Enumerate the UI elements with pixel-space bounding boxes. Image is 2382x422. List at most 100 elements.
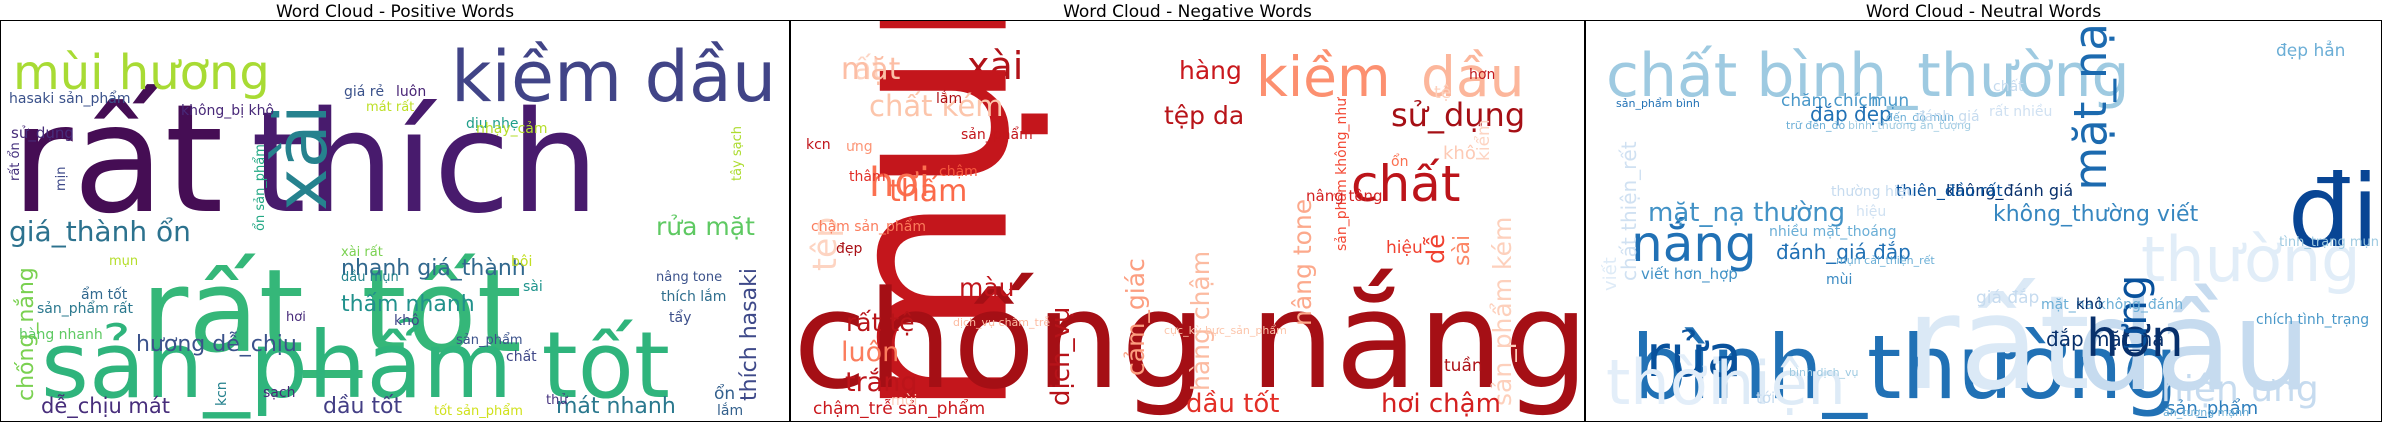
word-r-t: rất: [11, 73, 223, 247]
word-n-t-ng-m-nh: ấn_tượng mạnh: [2163, 406, 2249, 419]
word-d-ch-u-m-t: dễ_chịu mát: [41, 393, 170, 419]
word-n: ổn: [1391, 153, 1408, 170]
word-hi-u: hiệu: [1386, 238, 1423, 258]
word-s-d-ng: sử_dụng: [11, 124, 74, 143]
word-gi-r: giá rẻ: [344, 84, 384, 100]
word-d-ch-v-ch-m-tr: dịch_vụ chăm_trễ: [953, 316, 1050, 329]
word-n-ng: nắng: [1631, 215, 1757, 273]
neutral-chart-title: Word Cloud - Neutral Words: [1865, 2, 2102, 22]
word-tu-n: tuần: [1444, 355, 1483, 376]
word-s-n-ph-m-k-m: sản_phẩm kém: [1488, 217, 1517, 406]
word-c-m-gi-c: cảm_giác: [1121, 258, 1150, 376]
word-nhanh-gi-th-nh: nhanh giá_thành: [341, 256, 526, 281]
word-kh: khô: [2076, 295, 2103, 313]
word-lu-n: luôn: [396, 84, 426, 100]
word-s-n-ph-m-t-t: sản_phẩm tốt: [41, 312, 670, 419]
word-kcn: kcn: [806, 137, 831, 153]
word-ch-ng-n-ng: chống nắng: [793, 262, 1584, 419]
word-th-ng: thường: [2141, 223, 2360, 296]
word-r-t: rất: [841, 52, 884, 87]
word-ch-m: chậm: [939, 164, 978, 180]
word-n-ng-t-ng: nâng tông: [1306, 187, 1383, 205]
word-r-a: rửa: [1646, 322, 1742, 390]
word-b-nh-th-ng: bình_thường: [1631, 316, 2178, 419]
word-d-u-nh: dịu nhẹ: [466, 116, 518, 132]
word-h-i-ch-m: hơi chậm: [1381, 389, 1501, 419]
word-th-ch-hasaki: thích hasaki: [737, 268, 762, 401]
word-nh-gi-p: đánh_giá đắp: [1776, 240, 1911, 264]
word-m-i: mùi: [1826, 272, 1852, 288]
word-n: ổn: [714, 383, 735, 404]
word-c-c-k-b-c-s-n-ph-m: cực_kỳ bực_sản_phẩm: [1164, 324, 1287, 337]
word-kh-ng-th-ng-vi-t: không_thường viết: [1993, 202, 2199, 227]
word-m-n: mụn: [109, 254, 138, 269]
word-th-m: thâm: [849, 169, 886, 185]
word-t-p-da: tệp da: [1164, 101, 1244, 130]
word-r-t: rất: [1906, 267, 2090, 419]
neutral-cloud-frame: bình_thường đi chất bình_thường rất dầu rửa hơ…: [1585, 20, 2382, 422]
word-s-i: sài: [523, 279, 543, 295]
word-ch-ng-n-ng: chống_nắng: [14, 267, 39, 401]
word-ng: ưng: [2110, 275, 2156, 351]
word-hi-u: hiệu: [1856, 204, 1886, 220]
word-th-ch-l-m: thích lắm: [661, 288, 726, 305]
word-t-y-s-ch: tây sạch: [730, 126, 745, 181]
word-n-s-n-ph-m: ổn sản_phẩm: [253, 144, 268, 231]
negative-chart-title: Word Cloud - Negative Words: [1063, 2, 1312, 22]
word-s-ch: sạch: [263, 385, 295, 401]
word-i: đi: [2288, 153, 2379, 270]
word-p-m-t-na: đắp mặt_na: [2046, 327, 2165, 351]
word-p: đẹp: [836, 241, 863, 257]
word-p-h-n: đẹp hẳn: [2276, 40, 2345, 61]
word-l-m: lắm: [936, 90, 962, 107]
word-d-ch-v: dịch_vụ: [1046, 307, 1076, 406]
word-x-i-r-t: xài rất: [341, 245, 383, 260]
word-h-ng-d-ch-u: hương dễ_chịu: [136, 331, 297, 357]
word-d-u: dầu: [2076, 274, 2311, 419]
word-l-m: lắm: [717, 402, 743, 419]
word-gi-p: giá đắp: [1976, 287, 2039, 308]
word-ch-m-s-n-ph-m: chậm sản_phẩm: [811, 218, 926, 235]
word-hi-n-ng: hiện ưng: [2161, 369, 2319, 410]
word-b-nh-th-ng-n-t-ng: bình_thường ấn_tượng: [1848, 119, 1971, 132]
word-m-u: màu: [959, 273, 1015, 302]
word-thi-n-u-r-t: thiên_đầu rất: [1896, 181, 2003, 201]
word-d-u-m-n: dầu mụn: [341, 270, 399, 285]
word-m-t-t: ẩm tốt: [81, 286, 128, 303]
word-ng: ưng: [846, 139, 873, 155]
word-h-ng: hàng: [1179, 56, 1242, 85]
word-ch-t: chất: [1993, 79, 2024, 95]
positive-cloud-frame: rất thích rất_tốt sản_phẩm tốt kiềm dầu xài mù…: [0, 20, 790, 422]
word-t: tệ: [1434, 83, 1451, 103]
word-vi-t: viết: [1600, 257, 1621, 291]
word-h-n: hơn: [1469, 67, 1495, 83]
word-s-i: sài: [1450, 235, 1475, 266]
word-m-n: mụn: [1871, 91, 1909, 111]
word-ki-m-d-u: kiềm dầu: [451, 36, 776, 118]
word-s-n-ph-m: sản_phẩm: [2166, 398, 2258, 419]
word-th: thử: [546, 393, 568, 408]
word-s-n-ph-m-r-t: sản_phẩm rất: [37, 300, 134, 317]
word-ch-t: chất: [506, 349, 537, 365]
word-h-n: hơn: [2086, 309, 2184, 369]
word-ch-m-tr-s-n-ph-m: chậm_trễ sản_phẩm: [813, 398, 985, 419]
word-r-a-m-t: rửa mặt: [656, 212, 755, 241]
word-m-t-na-kh-ng-nh: mặt_na không_đánh: [2041, 297, 2183, 313]
word-m-n-c-i-thi-n-r-t: mụn cải_thiện_rết: [1836, 254, 1935, 267]
word-n-m-n: đến_đó mụn: [1886, 111, 1954, 124]
word-ch-t-thi-n-r-t: chất thiện_rết: [1617, 141, 1641, 281]
word-lu-n: luôn: [841, 337, 899, 368]
negative-panel: Word Cloud - Negative Words rất xài mụn chố…: [790, 0, 1585, 422]
word-th-i: thời: [1606, 346, 1725, 419]
word-d-u-t-t: dầu tốt: [1186, 389, 1279, 419]
word-ch-t-k-m: chất kém: [869, 89, 1004, 123]
word-kh-ng-b-kh: không_bị khô: [181, 103, 274, 119]
word-m-t-n-th-ng: mặt_nạ thường: [1648, 198, 1845, 228]
word-t-nh-tr-ng-m-n: tình_trạng mụn: [2279, 235, 2379, 250]
word-s-n-ph-m-b-nh: sản_phẩm bình: [1616, 97, 1700, 110]
word-m-t-n: mặt_nạ: [2064, 23, 2117, 191]
word-m-n: mịn: [54, 166, 69, 191]
word-d: dễ: [1421, 234, 1450, 264]
